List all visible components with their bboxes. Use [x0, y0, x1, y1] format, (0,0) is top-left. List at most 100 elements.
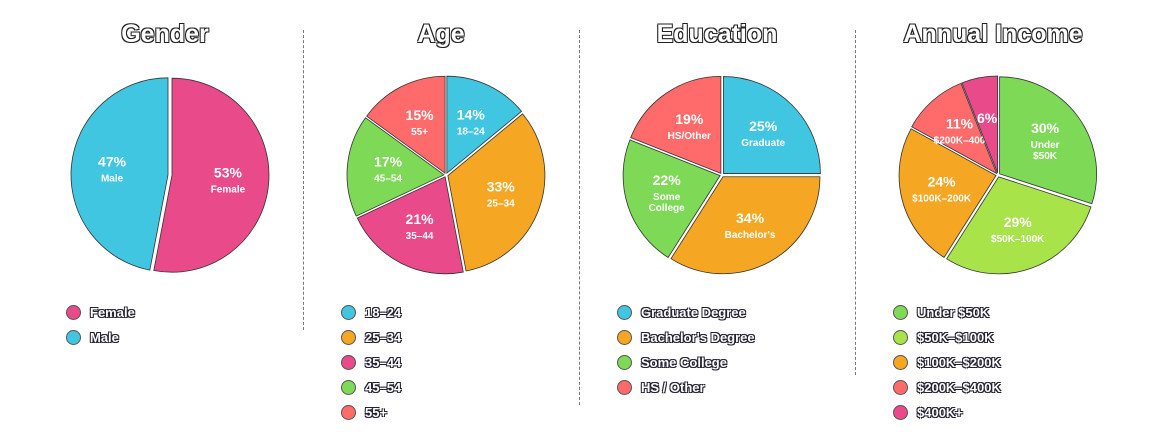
legend-item: 55+ [341, 400, 401, 425]
slice-pct-label: 14% [457, 106, 486, 122]
legend-swatch [617, 380, 632, 395]
legend-item: 25–34 [341, 325, 401, 350]
pie-slice [356, 176, 464, 275]
slice-name-label: Female [211, 184, 246, 195]
legend-label: 18–24 [365, 305, 402, 320]
slice-name-label: $100K–200K [912, 193, 972, 204]
legend-item: $200K–$400K [893, 375, 1001, 400]
slice-name-label: $200K–400 [934, 135, 986, 146]
legend: 18–24 25–34 35–44 45–54 55+ [341, 300, 401, 425]
slice-name-label: $50K–100K [991, 234, 1045, 245]
legend-label: 55+ [365, 405, 388, 420]
chart-title: Age [417, 20, 465, 48]
legend-label: 25–34 [365, 330, 402, 345]
legend-item: Graduate Degree [617, 300, 755, 325]
slice-name-label: 25–34 [487, 199, 515, 210]
slice-pct-label: 21% [406, 211, 435, 227]
slice-pct-label: 47% [98, 154, 127, 170]
legend-swatch [893, 305, 908, 320]
slice-pct-label: 24% [928, 173, 957, 189]
slice-pct-label: 19% [675, 111, 704, 127]
slice-pct-label: 11% [946, 115, 974, 131]
slice-name-label: Male [101, 174, 124, 185]
legend-swatch [617, 355, 632, 370]
legend-label: $50K–$100K [917, 330, 994, 345]
legend-item: Bachelor's Degree [617, 325, 755, 350]
divider [855, 30, 856, 375]
legend-swatch [617, 330, 632, 345]
chart-panel-3: Annual Income 30% Under $50K 29% $50K–100K 24%… [855, 0, 1131, 445]
pie-slice [630, 75, 722, 174]
legend-swatch [66, 330, 81, 345]
legend: Graduate Degree Bachelor's Degree Some Col… [617, 300, 755, 400]
slice-pct-label: 22% [653, 172, 682, 188]
legend-item: Under $50K [893, 300, 1001, 325]
slice-pct-label: 33% [487, 179, 516, 195]
slice-name-label: College [649, 203, 686, 214]
legend-label: Male [90, 330, 119, 345]
legend-swatch [893, 355, 908, 370]
divider [579, 30, 580, 405]
chart-panel-1: Age 14% 18–24 33% 25–34 21% 35–44 17% 45–54 15% 55… [303, 0, 579, 445]
chart-panel-2: Education 25% Graduate 34% Bachelor's 22% Some… [579, 0, 855, 445]
pie-slice [70, 77, 169, 271]
pie-slice [999, 76, 1098, 205]
legend-label: 45–54 [365, 380, 402, 395]
slice-name-label: Under [1031, 140, 1060, 151]
chart-title: Education [656, 20, 778, 48]
pie-slice [723, 76, 821, 174]
slice-pct-label: 34% [736, 210, 765, 226]
legend-label: $200K–$400K [917, 380, 1001, 395]
legend-swatch [341, 330, 356, 345]
legend-swatch [341, 405, 356, 420]
slice-pct-label: 15% [406, 107, 435, 123]
chart-title: Gender [121, 20, 209, 48]
legend-swatch [341, 305, 356, 320]
legend-label: HS / Other [641, 380, 705, 395]
pie-slice [346, 117, 445, 217]
pie-slice [898, 128, 997, 258]
legend-label: $400K+ [917, 405, 963, 420]
legend-swatch [341, 355, 356, 370]
legend-item: $100K–$200K [893, 350, 1001, 375]
legend-swatch [341, 380, 356, 395]
slice-name-label: $50K [1033, 151, 1058, 162]
legend-item: 35–44 [341, 350, 401, 375]
legend-item: Male [66, 325, 135, 350]
legend-item: Some College [617, 350, 755, 375]
legend-label: 35–44 [365, 355, 402, 370]
legend-label: Some College [641, 355, 727, 370]
legend-label: Under $50K [917, 305, 990, 320]
legend-swatch [893, 330, 908, 345]
pie-chart: 14% 18–24 33% 25–34 21% 35–44 17% 45–54 15% 55+ [346, 75, 546, 275]
slice-name-label: 45–54 [374, 174, 402, 185]
pie-slice [670, 176, 821, 275]
slice-pct-label: 29% [1004, 214, 1033, 230]
slice-pct-label: 6% [977, 110, 998, 126]
legend-item: $400K+ [893, 400, 1001, 425]
legend-item: $50K–$100K [893, 325, 1001, 350]
legend-item: 45–54 [341, 375, 401, 400]
pie-slice [446, 75, 523, 175]
legend-item: 18–24 [341, 300, 401, 325]
legend-swatch [66, 305, 81, 320]
pie-slice [946, 176, 1092, 275]
pie-slice [447, 113, 546, 272]
pie-chart: 53% Female 47% Male [70, 77, 270, 273]
slice-pct-label: 17% [374, 154, 403, 170]
chart-panel-0: Gender 53% Female 47% Male Female Male [27, 0, 303, 445]
slice-name-label: HS/Other [668, 131, 711, 142]
slice-pct-label: 53% [214, 164, 243, 180]
legend-label: Graduate Degree [641, 305, 746, 320]
slice-pct-label: 30% [1031, 120, 1060, 136]
pie-slice [911, 82, 998, 175]
legend-item: HS / Other [617, 375, 755, 400]
legend-label: Bachelor's Degree [641, 330, 755, 345]
slice-name-label: 55+ [411, 127, 428, 138]
legend-item: Female [66, 300, 135, 325]
pie-slice [366, 75, 446, 175]
slice-name-label: 35–44 [406, 231, 434, 242]
legend: Under $50K $50K–$100K $100K–$200K $200K–$40… [893, 300, 1001, 425]
